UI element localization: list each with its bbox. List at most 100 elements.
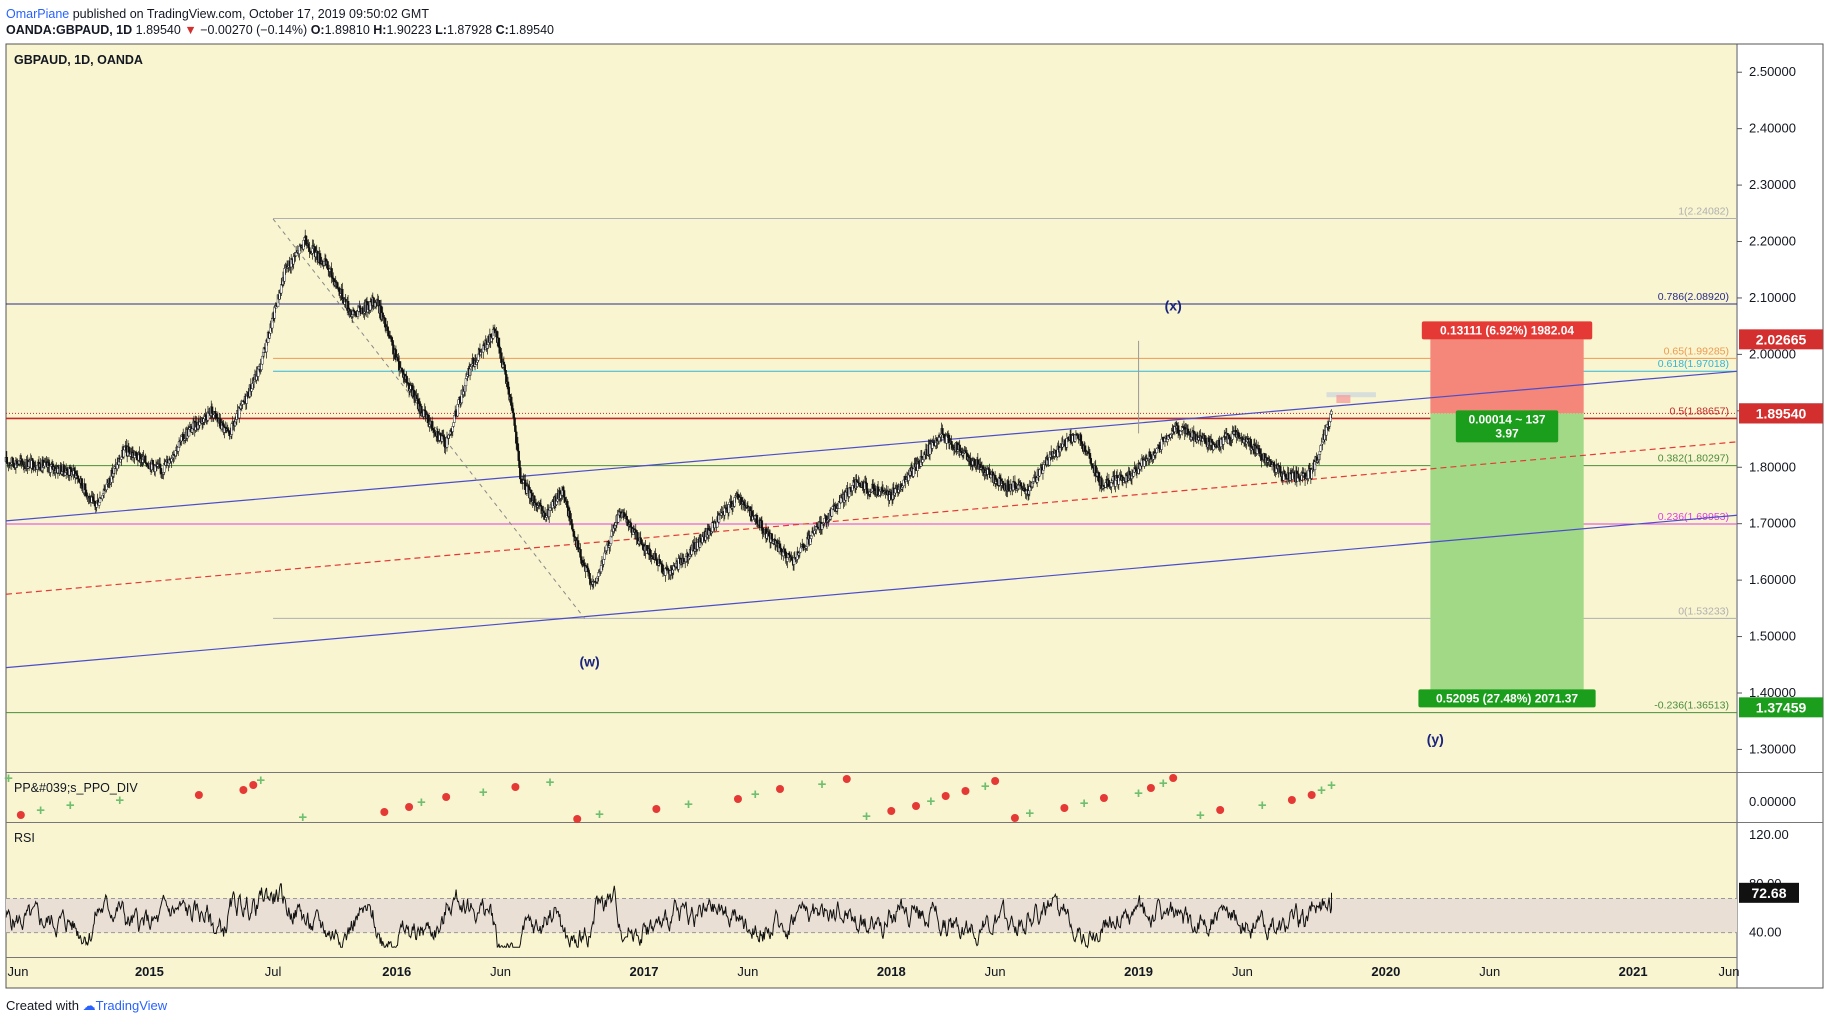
time-label-12: Jun xyxy=(1479,964,1500,979)
ppo-plus-icon-32: + xyxy=(981,778,990,795)
ppo-dot-icon-30 xyxy=(941,792,950,800)
main-pane-title: GBPAUD, 1D, OANDA xyxy=(14,53,143,67)
risk-reward-label-text-0: 0.00014 ~ 137 xyxy=(1468,412,1545,426)
ppo-dot-icon-46 xyxy=(1287,796,1296,804)
ppo-plus-icon-20: + xyxy=(684,796,693,813)
created-with-text: Created with xyxy=(6,998,79,1013)
open-label: O: xyxy=(310,23,325,37)
ppo-plus-icon-2: + xyxy=(36,802,45,819)
rsi-tick-bottom: 40.00 xyxy=(1749,925,1782,940)
candle-body-604 xyxy=(502,361,506,365)
ppo-plus-icon-18: + xyxy=(595,806,604,823)
fib-label-2: 0.65(1.99285) xyxy=(1664,345,1729,357)
candle-body-660 xyxy=(548,507,552,511)
close-value: 1.89540 xyxy=(508,23,555,37)
ppo-plus-icon-49: + xyxy=(1327,777,1336,794)
ppo-dot-icon-10 xyxy=(380,808,389,816)
ppo-pane-bg[interactable] xyxy=(6,773,1736,822)
candle-body-1101 xyxy=(912,468,915,477)
candle-body-187 xyxy=(158,463,162,469)
long-position-tool[interactable]: 0.13111 (6.92%) 1982.04 0.52095 (27.48%) … xyxy=(1418,321,1596,708)
ppo-plus-icon-22: + xyxy=(751,786,760,803)
time-axis[interactable]: Jun 2015 Jul 2016 Jun 2017 Jun 2018 Jun 2019 Jun 20… xyxy=(8,964,1740,979)
time-label-1: 2015 xyxy=(135,964,164,979)
ppo-dot-icon-15 xyxy=(511,783,520,791)
fib-label-4: 0.5(1.88657) xyxy=(1669,405,1729,417)
rsi-line xyxy=(5,883,1332,949)
stop-loss-label-text-0: 0.13111 (6.92%) 1982.04 xyxy=(1440,323,1574,337)
ppo-dot-icon-34 xyxy=(1010,814,1019,822)
stop-loss-zone xyxy=(1430,339,1584,414)
risk-reward-label-bg xyxy=(1455,410,1559,443)
ppo-plus-icon-16: + xyxy=(546,774,555,791)
candle-body-543 xyxy=(452,422,455,427)
take-profit-label-text-0: 0.52095 (27.48%) 2071.37 xyxy=(1436,691,1578,705)
time-label-4: Jun xyxy=(490,964,511,979)
wave-label-2: (y) xyxy=(1427,731,1444,747)
price-axis[interactable]: 2.50000 2.40000 2.30000 2.20000 2.10000 2.000… xyxy=(1737,64,1823,756)
ppo-dot-icon-36 xyxy=(1060,804,1069,812)
time-axis-bg[interactable] xyxy=(6,958,1736,988)
fib-label-0: 1(2.24082) xyxy=(1678,205,1729,217)
take-profit-zone xyxy=(1430,413,1584,708)
time-label-5: 2017 xyxy=(630,964,659,979)
candle-body-1254 xyxy=(1038,469,1041,477)
time-label-8: Jun xyxy=(985,964,1006,979)
candle-body-298 xyxy=(250,388,253,392)
rsi-pane-bg[interactable] xyxy=(6,823,1736,957)
price-tick-9: 1.60000 xyxy=(1749,572,1796,587)
candle-body-1002 xyxy=(830,508,834,517)
take-profit-label-bg xyxy=(1418,689,1596,708)
trend-lines[interactable] xyxy=(5,218,1738,669)
ppo-dot-icon-19 xyxy=(652,805,661,813)
ppo-dot-icon-31 xyxy=(961,787,970,795)
channel-line-0 xyxy=(5,370,1738,522)
ppo-dot-icon-21 xyxy=(733,795,742,803)
ppo-plus-icon-41: + xyxy=(1159,775,1168,792)
symbol-label: OANDA:GBPAUD, 1D xyxy=(6,23,133,37)
low-label: L: xyxy=(435,23,447,37)
tradingview-logo-icon[interactable]: ☁ xyxy=(82,998,96,1013)
close-label: C: xyxy=(495,23,509,37)
price-axis-bg[interactable] xyxy=(1737,44,1823,988)
price-tick-11: 1.40000 xyxy=(1749,685,1796,700)
price-tick-12: 1.30000 xyxy=(1749,741,1796,756)
candle-body-758 xyxy=(629,522,633,528)
time-label-11: 2020 xyxy=(1371,964,1400,979)
ppo-plus-icon-24: + xyxy=(818,776,827,793)
ppo-plus-icon-48: + xyxy=(1317,782,1326,799)
ppo-dot-icon-33 xyxy=(991,777,1000,785)
price-tick-8: 1.70000 xyxy=(1749,516,1796,531)
author-link[interactable]: OmarPiane xyxy=(6,7,70,21)
ppo-plus-icon-26: + xyxy=(862,808,871,825)
ppo-dot-icon-1 xyxy=(16,811,25,819)
selection-marker-red xyxy=(1336,395,1351,404)
tradingview-brand[interactable]: TradingView xyxy=(95,998,168,1013)
fib-label-5: 0.382(1.80297) xyxy=(1658,453,1729,465)
ppo-dot-icon-6 xyxy=(239,786,248,794)
candle-body-623 xyxy=(518,460,521,468)
rsi-value-badge: 72.68 xyxy=(1751,885,1786,901)
candle-body-1258 xyxy=(1041,469,1045,474)
footer: Created with ☁TradingView xyxy=(6,998,167,1014)
time-label-14: Jun xyxy=(1719,964,1740,979)
ppo-dot-icon-27 xyxy=(887,807,896,815)
candle-body-1346 xyxy=(1114,480,1117,487)
candle-body-722 xyxy=(599,565,603,572)
open-value: 1.89810 xyxy=(324,23,370,37)
rsi-pane-title: RSI xyxy=(14,831,35,845)
channel-line-1 xyxy=(5,514,1738,669)
ppo-panel: 0.00000 + + + + + + + + + + + + + + + + + + + + + + + + xyxy=(4,770,1796,826)
candle-body-209 xyxy=(177,446,180,452)
candle-body-964 xyxy=(799,547,802,553)
wave-label-0: (x) xyxy=(1165,297,1182,313)
ppo-plus-icon-3: + xyxy=(66,797,75,814)
price-badge-3: 1.37459 xyxy=(1756,699,1807,715)
price-badge-bg-3 xyxy=(1739,697,1823,718)
ppo-dot-icon-40 xyxy=(1146,784,1155,792)
price-tick-10: 1.50000 xyxy=(1749,629,1796,644)
time-label-6: Jun xyxy=(737,964,758,979)
ppo-plus-icon-9: + xyxy=(298,809,307,826)
